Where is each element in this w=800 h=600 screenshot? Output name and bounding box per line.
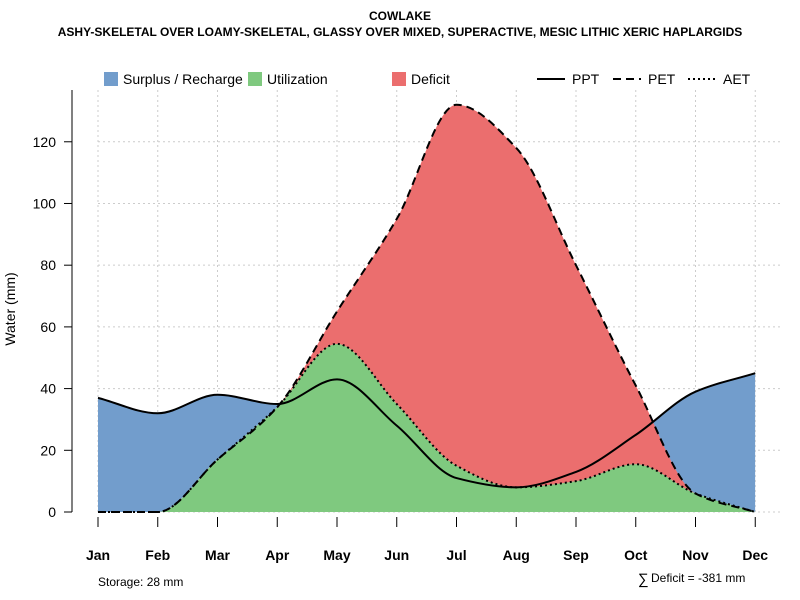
x-axis-ticks: Jan Feb Mar Apr May Jun Jul Aug Sep Oct Nov Dec	[86, 517, 768, 563]
x-tick-label: Dec	[742, 547, 768, 563]
x-tick-label: Feb	[145, 547, 170, 563]
x-tick-label: Mar	[205, 547, 230, 563]
sum-symbol: ∑	[638, 571, 649, 588]
legend-label-ppt: PPT	[572, 71, 600, 87]
y-tick-label: 60	[40, 319, 56, 335]
chart-subtitle: ASHY-SKELETAL OVER LOAMY-SKELETAL, GLASS…	[58, 25, 743, 39]
series-line-aet	[97, 342, 756, 513]
x-tick-label: Apr	[265, 547, 290, 563]
y-tick-label: 120	[33, 134, 57, 150]
x-tick-label: Jul	[446, 547, 466, 563]
legend-label-utilization: Utilization	[267, 71, 328, 87]
storage-annotation: Storage: 28 mm	[98, 575, 183, 589]
legend-label-aet: AET	[723, 71, 751, 87]
legend: Surplus / Recharge Utilization Deficit P…	[104, 71, 751, 87]
legend-swatch-surplus	[104, 72, 118, 86]
y-tick-label: 20	[40, 442, 56, 458]
y-tick-label: 40	[40, 381, 56, 397]
legend-swatch-utilization	[248, 72, 262, 86]
y-tick-label: 100	[33, 195, 57, 211]
x-tick-label: Sep	[563, 547, 589, 563]
series-line-ppt	[97, 372, 756, 489]
legend-label-deficit: Deficit	[411, 71, 450, 87]
legend-label-pet: PET	[648, 71, 676, 87]
area-utilization	[98, 343, 756, 512]
x-tick-label: Jun	[384, 547, 409, 563]
area-layer	[98, 104, 756, 512]
x-tick-label: Jan	[86, 547, 110, 563]
y-tick-label: 0	[48, 504, 56, 520]
y-tick-label: 80	[40, 257, 56, 273]
x-tick-label: May	[323, 547, 350, 563]
chart-title: COWLAKE	[369, 9, 431, 23]
legend-swatch-deficit	[392, 72, 406, 86]
legend-label-surplus: Surplus / Recharge	[123, 71, 243, 87]
deficit-annotation: Deficit = -381 mm	[651, 571, 745, 585]
series-lines	[97, 103, 756, 513]
x-tick-label: Aug	[503, 547, 530, 563]
y-axis-label: Water (mm)	[2, 272, 18, 345]
x-tick-label: Oct	[624, 547, 648, 563]
area-deficit	[98, 104, 756, 512]
y-axis-ticks: 0 20 40 60 80 100 120	[33, 134, 72, 520]
x-tick-label: Nov	[682, 547, 709, 563]
